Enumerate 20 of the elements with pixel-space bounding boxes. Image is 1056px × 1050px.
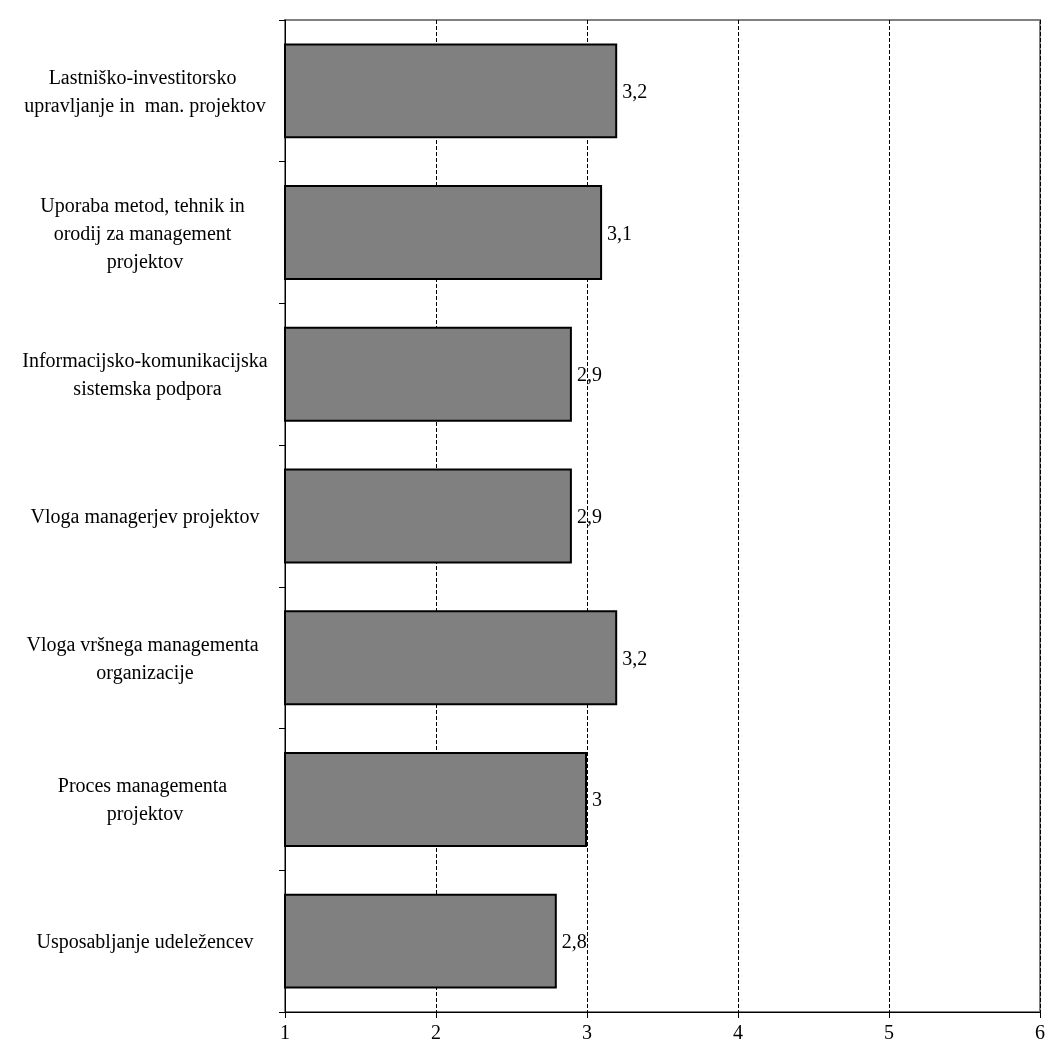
data-label: 3,2 [622, 79, 648, 102]
data-label: 3,2 [622, 646, 648, 669]
y-tick-label: Lastniško-investitorsko upravljanje in man. projektov [24, 65, 266, 117]
y-tick-label: Proces managementa projektov [57, 774, 233, 826]
y-tick-label: Uporaba metod, tehnik in orodij za management projektov [40, 193, 250, 273]
data-label: 3 [592, 788, 602, 811]
y-tick-label: Vloga vršnega managementa organizacije [26, 632, 264, 684]
x-tick-label: 1 [280, 1021, 290, 1043]
x-tick-label: 2 [431, 1021, 441, 1043]
data-label: 2,8 [561, 930, 587, 953]
x-tick-label: 6 [1035, 1021, 1045, 1043]
data-label: 3,1 [607, 221, 633, 244]
y-tick-label: Informacijsko-komunikacijska sistemska podpora [22, 349, 268, 401]
data-label: 2,9 [576, 363, 602, 386]
x-tick-label: 3 [582, 1021, 592, 1043]
x-tick-label: 5 [884, 1021, 894, 1043]
y-tick-label: Vloga managerjev projektov [30, 505, 260, 528]
y-tick-label: Usposabljanje udeležencev [36, 930, 254, 954]
data-label: 2,9 [576, 505, 602, 527]
x-tick-label: 4 [733, 1021, 743, 1043]
